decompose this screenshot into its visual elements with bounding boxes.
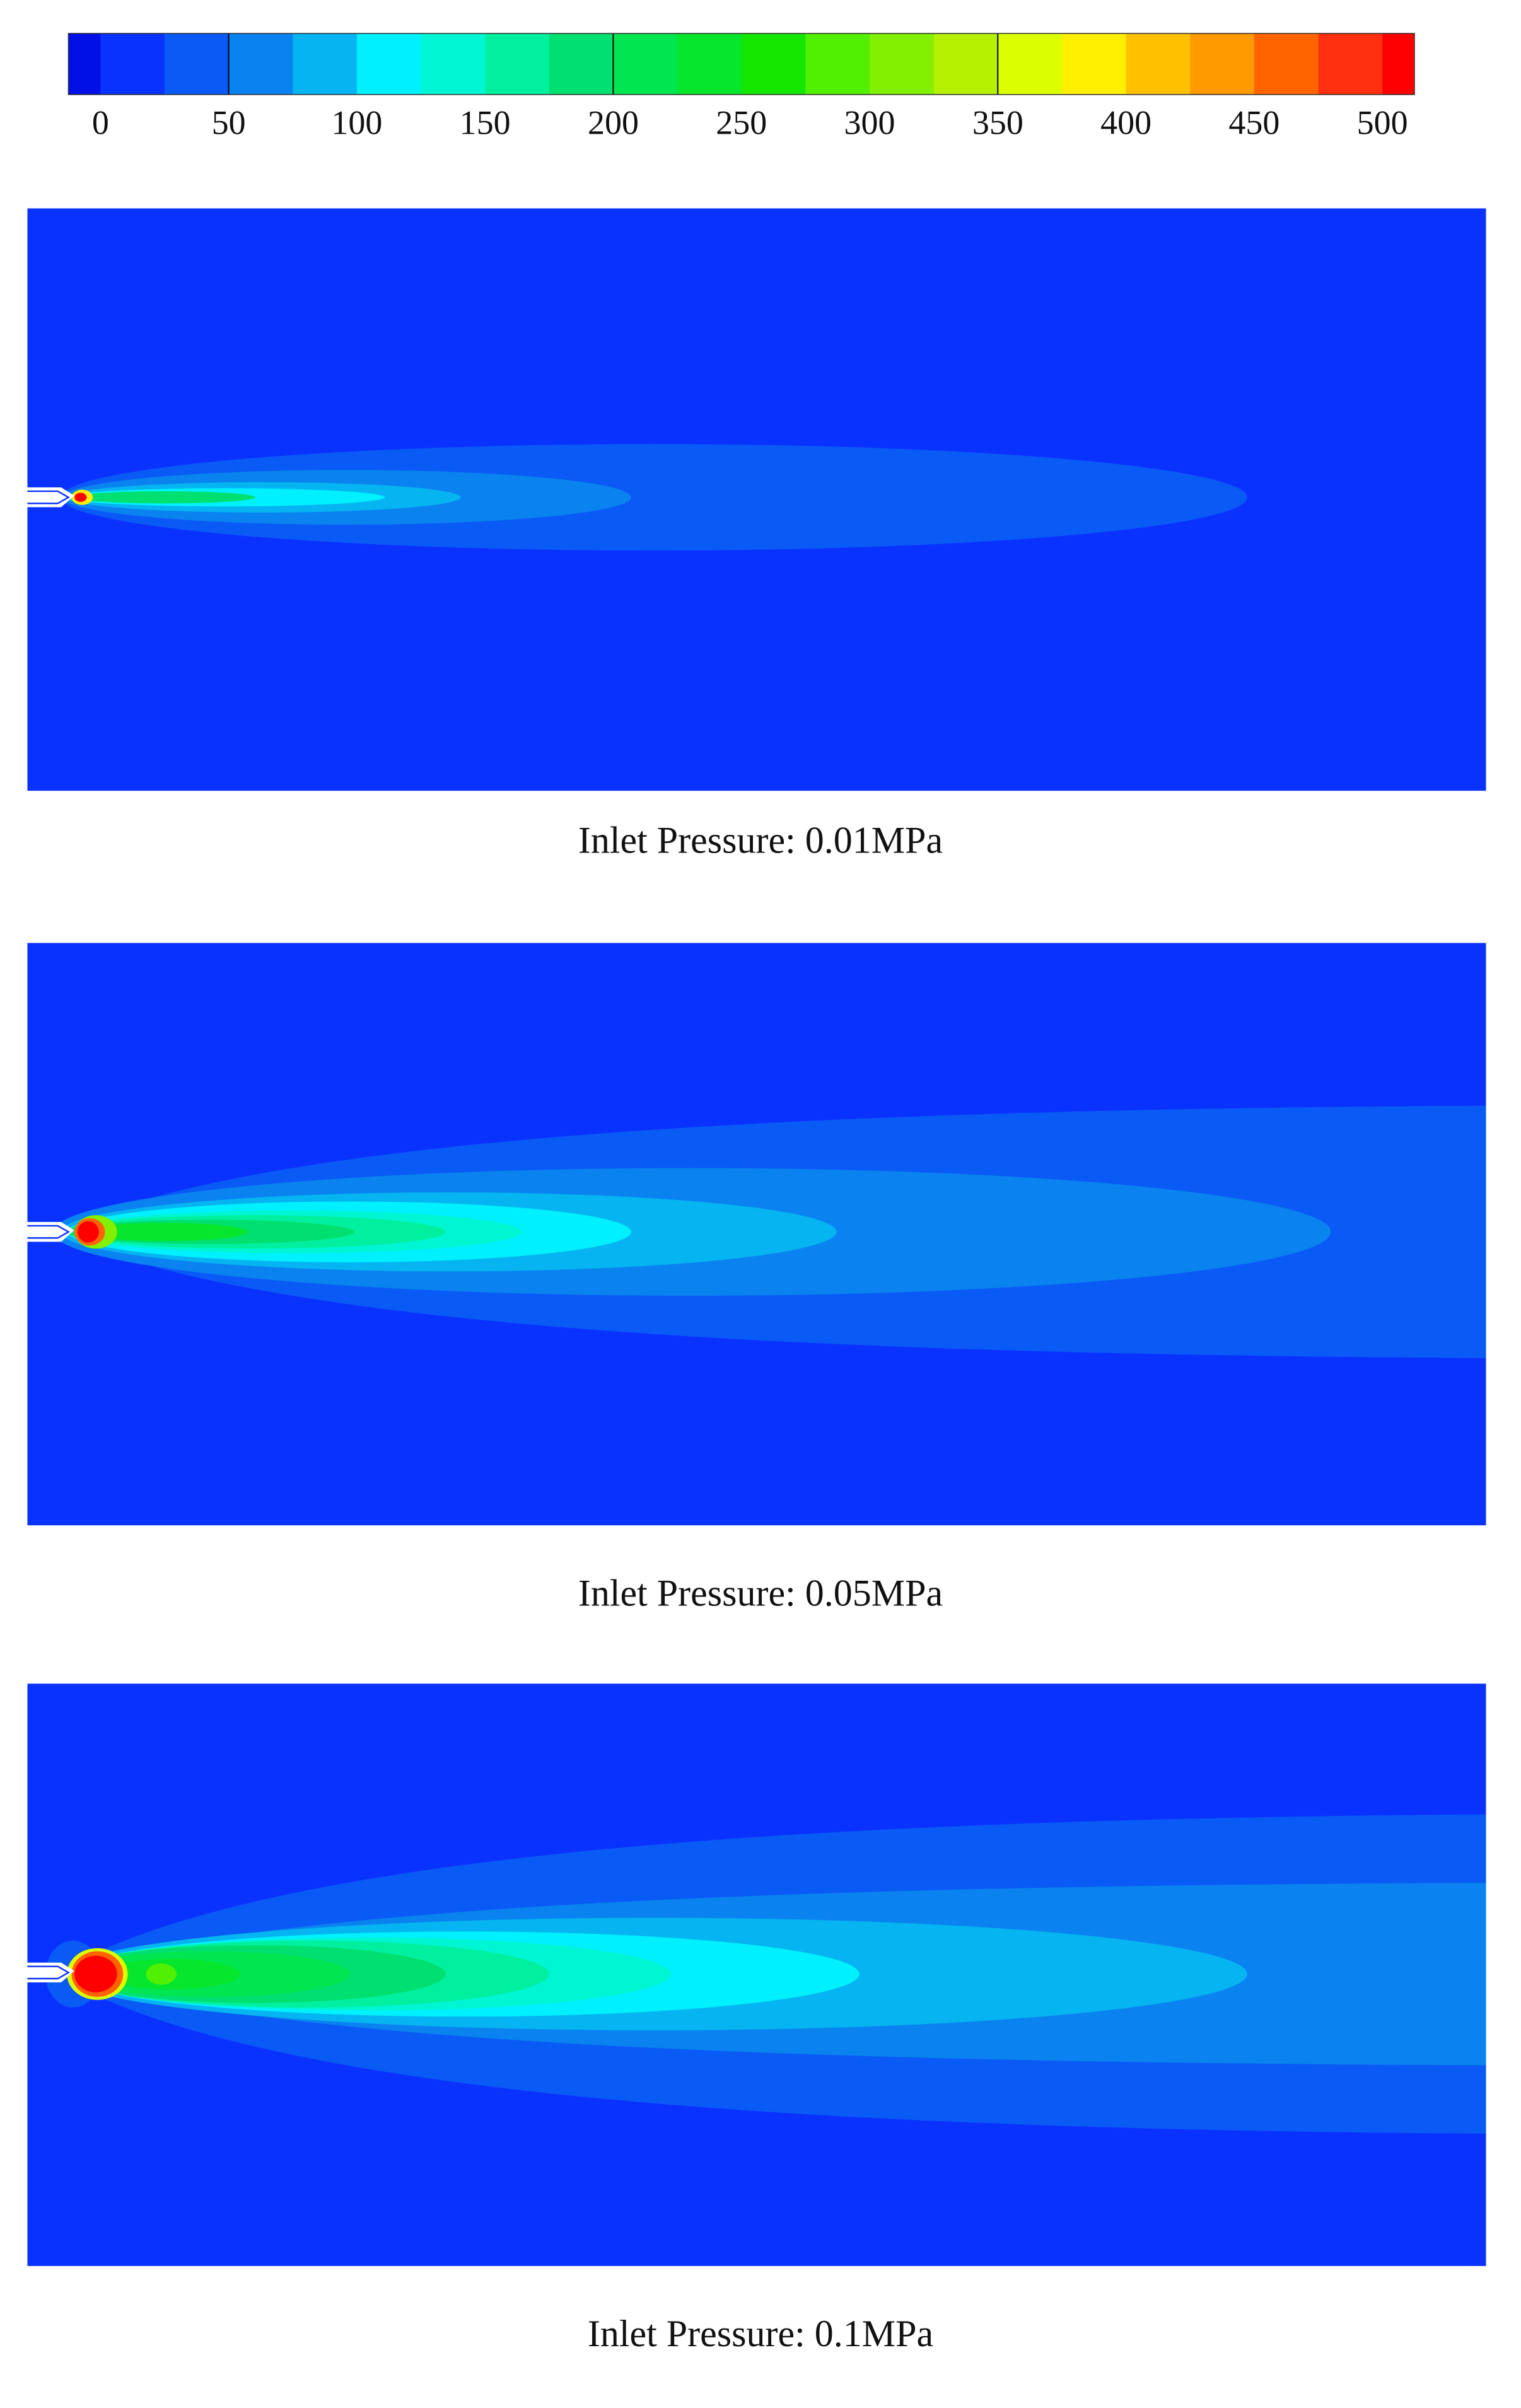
contour-panel [27, 208, 1486, 791]
colorbar-tick-label: 250 [716, 103, 767, 141]
colorbar-band [613, 33, 678, 95]
colorbar-tick-label: 150 [460, 103, 511, 141]
colorbar-band [485, 33, 550, 95]
colorbar-tick-label: 500 [1357, 103, 1408, 141]
contour-layer [27, 208, 1486, 791]
colorbar-tick-label: 450 [1228, 103, 1279, 141]
contour-region [146, 1963, 177, 1985]
colorbar-band [870, 33, 935, 95]
colorbar-band [805, 33, 870, 95]
contour-region [73, 491, 256, 504]
colorbar-band [933, 33, 998, 95]
colorbar-tick-label: 400 [1100, 103, 1151, 141]
colorbar-band [293, 33, 358, 95]
colorbar-band [1061, 33, 1127, 95]
colorbar-band [1318, 33, 1383, 95]
contour-layer [27, 943, 1486, 1526]
colorbar-tick-label: 0 [92, 103, 109, 141]
colorbar-tick-label: 50 [212, 103, 246, 141]
panel-caption: Inlet Pressure: 0.05MPa [578, 1572, 943, 1614]
colorbar-band [228, 33, 293, 95]
nozzle-outline [27, 1965, 70, 1980]
panel-caption: Inlet Pressure: 0.1MPa [588, 2313, 933, 2354]
nozzle-outline [27, 490, 70, 504]
contour-layer [27, 1684, 1486, 2266]
colorbar-band [549, 33, 614, 95]
colorbar-band [741, 33, 806, 95]
colorbar-band [1190, 33, 1255, 95]
nozzle-outline [27, 1224, 70, 1239]
contour-panel [27, 1684, 1486, 2266]
colorbar-band [1382, 33, 1415, 95]
colorbar-band [68, 33, 101, 95]
colorbar-band [356, 33, 422, 95]
colorbar-tick-label: 100 [331, 103, 382, 141]
colorbar-tick-label: 350 [972, 103, 1023, 141]
colorbar-band [677, 33, 742, 95]
contour-panel [27, 943, 1486, 1526]
contour-region [74, 492, 87, 502]
contour-region [74, 1955, 117, 1992]
colorbar-band [1254, 33, 1319, 95]
colorbar-band [100, 33, 165, 95]
colorbar-band [421, 33, 486, 95]
contour-region [80, 1223, 248, 1242]
panel-caption: Inlet Pressure: 0.01MPa [578, 819, 943, 861]
colorbar-tick-label: 300 [844, 103, 895, 141]
colorbar-tick-label: 200 [588, 103, 639, 141]
colorbar-band [998, 33, 1063, 95]
colorbar-band [1126, 33, 1191, 95]
colorbar-frame [67, 33, 1415, 95]
contour-region [78, 1221, 99, 1243]
colorbar-band [164, 33, 230, 95]
